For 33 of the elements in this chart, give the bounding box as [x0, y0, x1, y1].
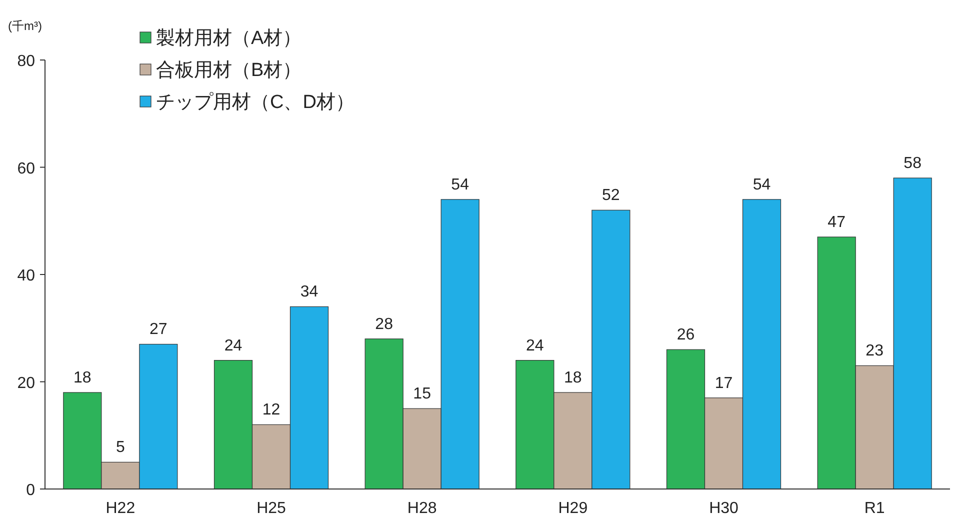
data-label: 17 [714, 374, 733, 392]
data-label: 24 [224, 337, 242, 354]
data-label: 34 [300, 284, 318, 301]
data-label: 58 [904, 154, 922, 172]
data-label: 54 [451, 176, 470, 194]
data-label: 28 [375, 316, 394, 333]
y-axis-title: (千m³) [8, 19, 42, 33]
x-tick-label: H30 [709, 500, 739, 517]
data-label: 18 [564, 369, 582, 386]
data-label: 23 [866, 342, 884, 360]
y-tick-label: 60 [17, 160, 36, 178]
y-tick-label: 20 [17, 374, 36, 392]
data-label: 12 [262, 402, 280, 419]
x-tick-label: H28 [407, 500, 437, 517]
data-label: 5 [116, 439, 125, 456]
data-label: 18 [74, 369, 92, 386]
x-tick-label: H25 [256, 500, 286, 517]
data-label: 52 [602, 187, 620, 204]
legend-label: 製材用材（A材） [156, 28, 302, 49]
y-tick-label: 80 [17, 53, 36, 70]
data-label: 15 [413, 386, 432, 403]
x-tick-label: H29 [558, 500, 588, 517]
data-label: 24 [526, 337, 544, 354]
data-label: 26 [676, 326, 695, 344]
data-label: 54 [752, 176, 771, 194]
data-label: 47 [828, 214, 846, 231]
x-tick-label: R1 [864, 500, 885, 517]
y-tick-label: 40 [17, 268, 36, 284]
legend-label: チップ用材（C、D材） [156, 92, 354, 113]
data-label: 27 [150, 321, 168, 338]
legend-label: 合板用材（B材） [156, 60, 302, 81]
y-tick-label: 0 [26, 482, 36, 499]
x-tick-label: H22 [106, 500, 136, 517]
